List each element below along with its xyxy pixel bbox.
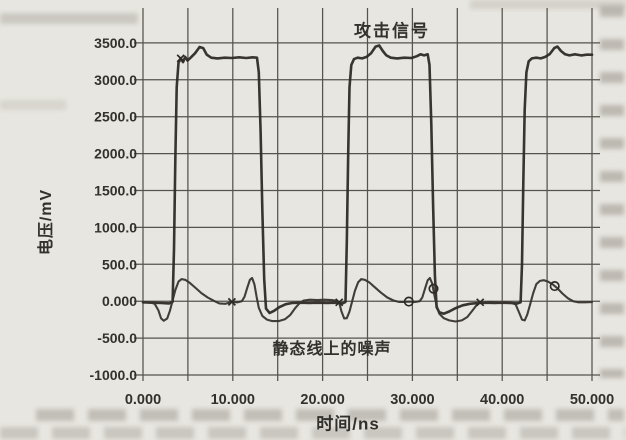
marker-circle-icon [428,283,439,294]
x-tick-label: 10.000 [211,392,255,408]
marker-x-icon [335,298,344,307]
attack-signal-label: 攻击信号 [354,21,430,41]
attack-signal-curve [141,44,594,316]
y-axis-title: 电压/mV [38,188,55,256]
x-tick-label: 40.000 [480,392,524,408]
marker-x-icon [476,298,485,307]
y-tick-label: 2000.0 [94,146,137,162]
y-tick-label: 0.000 [102,293,137,309]
marker-x-icon [227,297,237,307]
y-tick-label: 3000.0 [94,72,137,88]
x-tick-label: 30.000 [390,392,434,408]
marker-circle-icon [403,296,414,307]
static-line-noise-curve [141,276,594,323]
x-tick-label: 0.000 [125,392,161,408]
y-tick-label: 1000.0 [94,219,137,235]
y-tick-label: 2500.0 [94,109,137,125]
y-tick-label: -1000.0 [90,367,138,383]
y-tick-label: 500.0 [102,256,137,272]
y-tick-label: 1500.0 [94,183,137,199]
x-tick-label: 50.000 [570,392,614,408]
y-tick-label: 3500.0 [94,35,137,51]
marker-x-icon [176,54,185,63]
static-noise-label: 静态线上的噪声 [272,341,392,358]
x-tick-label: 20.000 [300,392,344,408]
x-axis-title: 时间/ns [316,414,380,434]
y-tick-label: -500.0 [97,330,137,346]
marker-circle-icon [549,281,560,292]
